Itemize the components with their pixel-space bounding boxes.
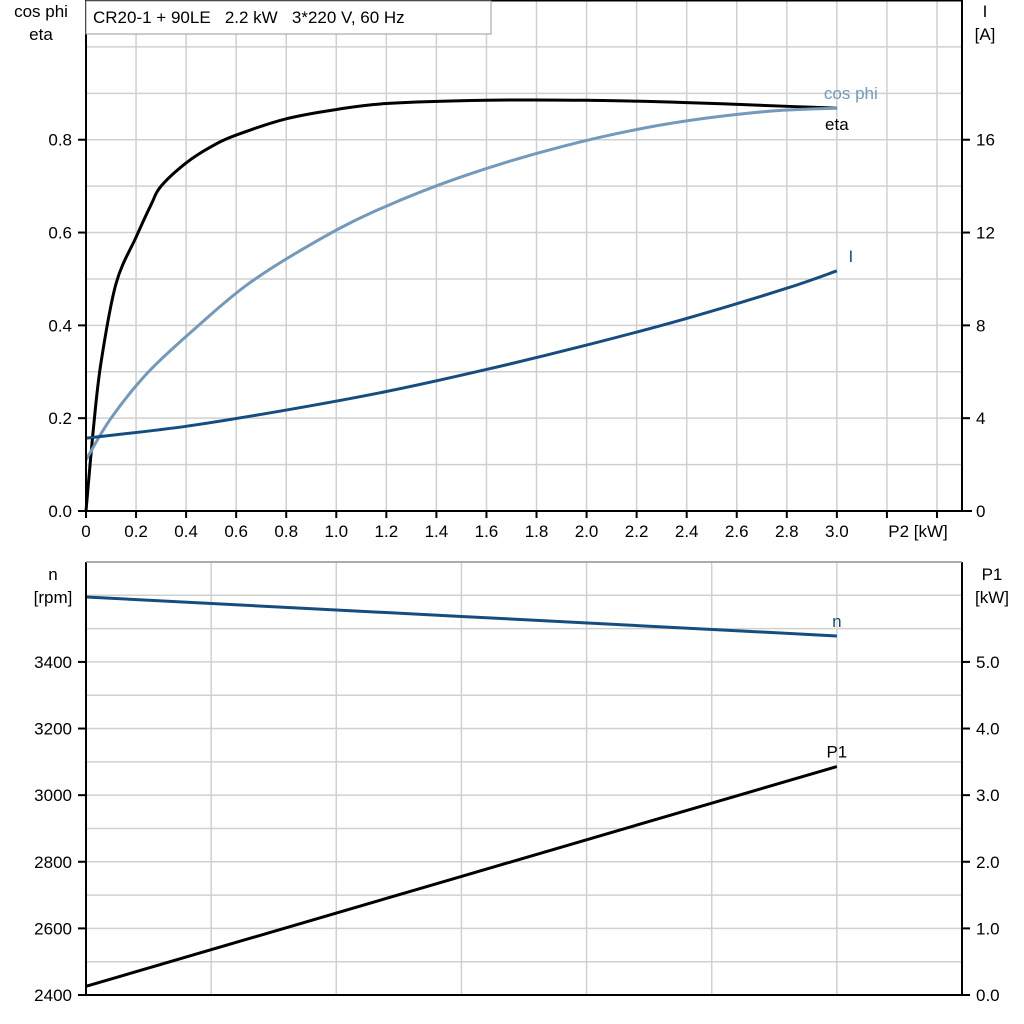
- y-right-tick-label: 12: [976, 224, 995, 243]
- top-left-axis-label-2: eta: [29, 25, 53, 44]
- x-tick-label: 2.4: [675, 522, 699, 541]
- top-right-axis-label-2: [A]: [975, 25, 996, 44]
- series-line-I: [85, 269, 838, 440]
- y-right-tick-label: 4.0: [976, 720, 1000, 739]
- x-tick-label: 1.4: [425, 522, 449, 541]
- y-right-tick-label: 16: [976, 131, 995, 150]
- y-right-tick-label: 5.0: [976, 653, 1000, 672]
- y-left-tick-label: 3200: [34, 720, 72, 739]
- series-line-eta: [84, 98, 837, 512]
- x-tick-label: 0: [81, 522, 90, 541]
- series-label-cos-phi: cos phi: [824, 84, 878, 103]
- y-left-tick-label: 0.8: [48, 131, 72, 150]
- bottom-right-axis-label-2: [kW]: [975, 588, 1009, 607]
- bottom-right-axis-label-1: P1: [982, 565, 1003, 584]
- x-tick-label: 1.0: [324, 522, 348, 541]
- top-right-axis-label-1: I: [983, 2, 988, 21]
- tick-labels: 0 0.2 0.4 0.6 0.8 1.0 1.2 1.4 1.6 1.8 2.0 2.2 2.4 2.6…: [34, 84, 999, 1005]
- x-tick-label: 0.4: [174, 522, 198, 541]
- series-line-P1: [85, 765, 838, 988]
- series-lines: [84, 98, 838, 988]
- x-tick-label: 0.2: [124, 522, 148, 541]
- axes: [78, 0, 972, 996]
- x-tick-label: 1.2: [375, 522, 399, 541]
- y-left-tick-label: 0.2: [48, 409, 72, 428]
- y-left-tick-label: 3000: [34, 786, 72, 805]
- y-right-tick-label: 0: [976, 502, 985, 521]
- top-chart-grid: [86, 0, 962, 511]
- x-tick-label: 2.8: [775, 522, 799, 541]
- x-tick-label: 2.0: [575, 522, 599, 541]
- x-tick-label: 2.2: [625, 522, 649, 541]
- series-label-eta: eta: [825, 115, 849, 134]
- x-tick-label: 3.0: [825, 522, 849, 541]
- y-right-tick-label: 2.0: [976, 853, 1000, 872]
- y-left-tick-label: 0.6: [48, 224, 72, 243]
- chart-title-box: CR20-1 + 90LE 2.2 kW 3*220 V, 60 Hz: [85, 0, 492, 35]
- y-right-tick-label: 8: [976, 316, 985, 335]
- x-tick-label: 0.6: [224, 522, 248, 541]
- y-right-tick-label: 0.0: [976, 986, 1000, 1005]
- x-axis-label: P2 [kW]: [888, 522, 948, 541]
- chart-title: CR20-1 + 90LE 2.2 kW 3*220 V, 60 Hz: [93, 8, 405, 27]
- y-left-tick-label: 2400: [34, 986, 72, 1005]
- y-right-tick-label: 4: [976, 409, 985, 428]
- x-tick-label: 2.6: [725, 522, 749, 541]
- y-left-tick-label: 0.4: [48, 316, 72, 335]
- y-left-tick-label: 0.0: [48, 502, 72, 521]
- x-tick-label: 1.8: [525, 522, 549, 541]
- series-line-n: [85, 595, 837, 638]
- bottom-left-axis-label-2: [rpm]: [34, 588, 73, 607]
- top-left-axis-label-1: cos phi: [14, 2, 68, 21]
- series-label-I: I: [848, 247, 853, 266]
- y-left-tick-label: 2800: [34, 853, 72, 872]
- bottom-chart-grid: [86, 561, 962, 995]
- series-label-n: n: [832, 612, 841, 631]
- y-left-tick-label: 2600: [34, 919, 72, 938]
- y-left-tick-label: 3400: [34, 653, 72, 672]
- series-label-P1: P1: [826, 743, 847, 762]
- series-line-cos-phi: [84, 106, 837, 461]
- x-tick-label: 1.6: [475, 522, 499, 541]
- y-right-tick-label: 3.0: [976, 786, 1000, 805]
- y-right-tick-label: 1.0: [976, 919, 1000, 938]
- bottom-left-axis-label-1: n: [48, 565, 57, 584]
- x-tick-label: 0.8: [274, 522, 298, 541]
